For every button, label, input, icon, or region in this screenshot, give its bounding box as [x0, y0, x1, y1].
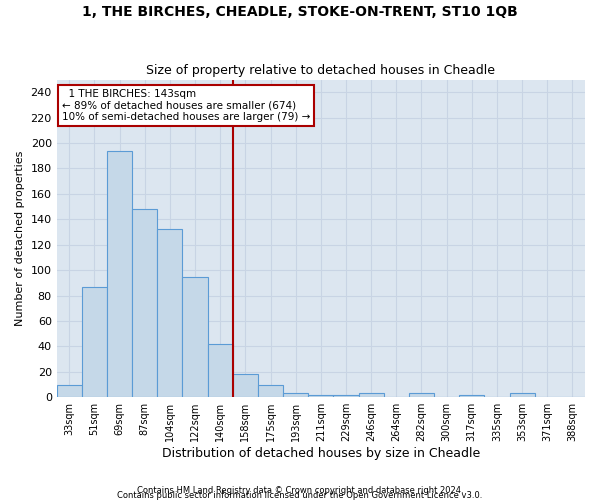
- Bar: [233, 374, 258, 397]
- Bar: [182, 276, 208, 397]
- Text: Contains public sector information licensed under the Open Government Licence v3: Contains public sector information licen…: [118, 491, 482, 500]
- Bar: [334, 394, 359, 397]
- Bar: [258, 384, 283, 397]
- Text: 1, THE BIRCHES, CHEADLE, STOKE-ON-TRENT, ST10 1QB: 1, THE BIRCHES, CHEADLE, STOKE-ON-TRENT,…: [82, 5, 518, 19]
- Bar: [409, 394, 434, 397]
- Title: Size of property relative to detached houses in Cheadle: Size of property relative to detached ho…: [146, 64, 496, 77]
- Bar: [459, 394, 484, 397]
- Bar: [157, 230, 182, 397]
- Bar: [82, 286, 107, 397]
- Text: 1 THE BIRCHES: 143sqm
← 89% of detached houses are smaller (674)
10% of semi-det: 1 THE BIRCHES: 143sqm ← 89% of detached …: [62, 89, 310, 122]
- Bar: [283, 394, 308, 397]
- X-axis label: Distribution of detached houses by size in Cheadle: Distribution of detached houses by size …: [162, 447, 480, 460]
- Bar: [509, 394, 535, 397]
- Y-axis label: Number of detached properties: Number of detached properties: [15, 150, 25, 326]
- Bar: [208, 344, 233, 397]
- Bar: [107, 150, 132, 397]
- Bar: [308, 394, 334, 397]
- Bar: [56, 384, 82, 397]
- Bar: [359, 394, 384, 397]
- Bar: [132, 209, 157, 397]
- Text: Contains HM Land Registry data © Crown copyright and database right 2024.: Contains HM Land Registry data © Crown c…: [137, 486, 463, 495]
